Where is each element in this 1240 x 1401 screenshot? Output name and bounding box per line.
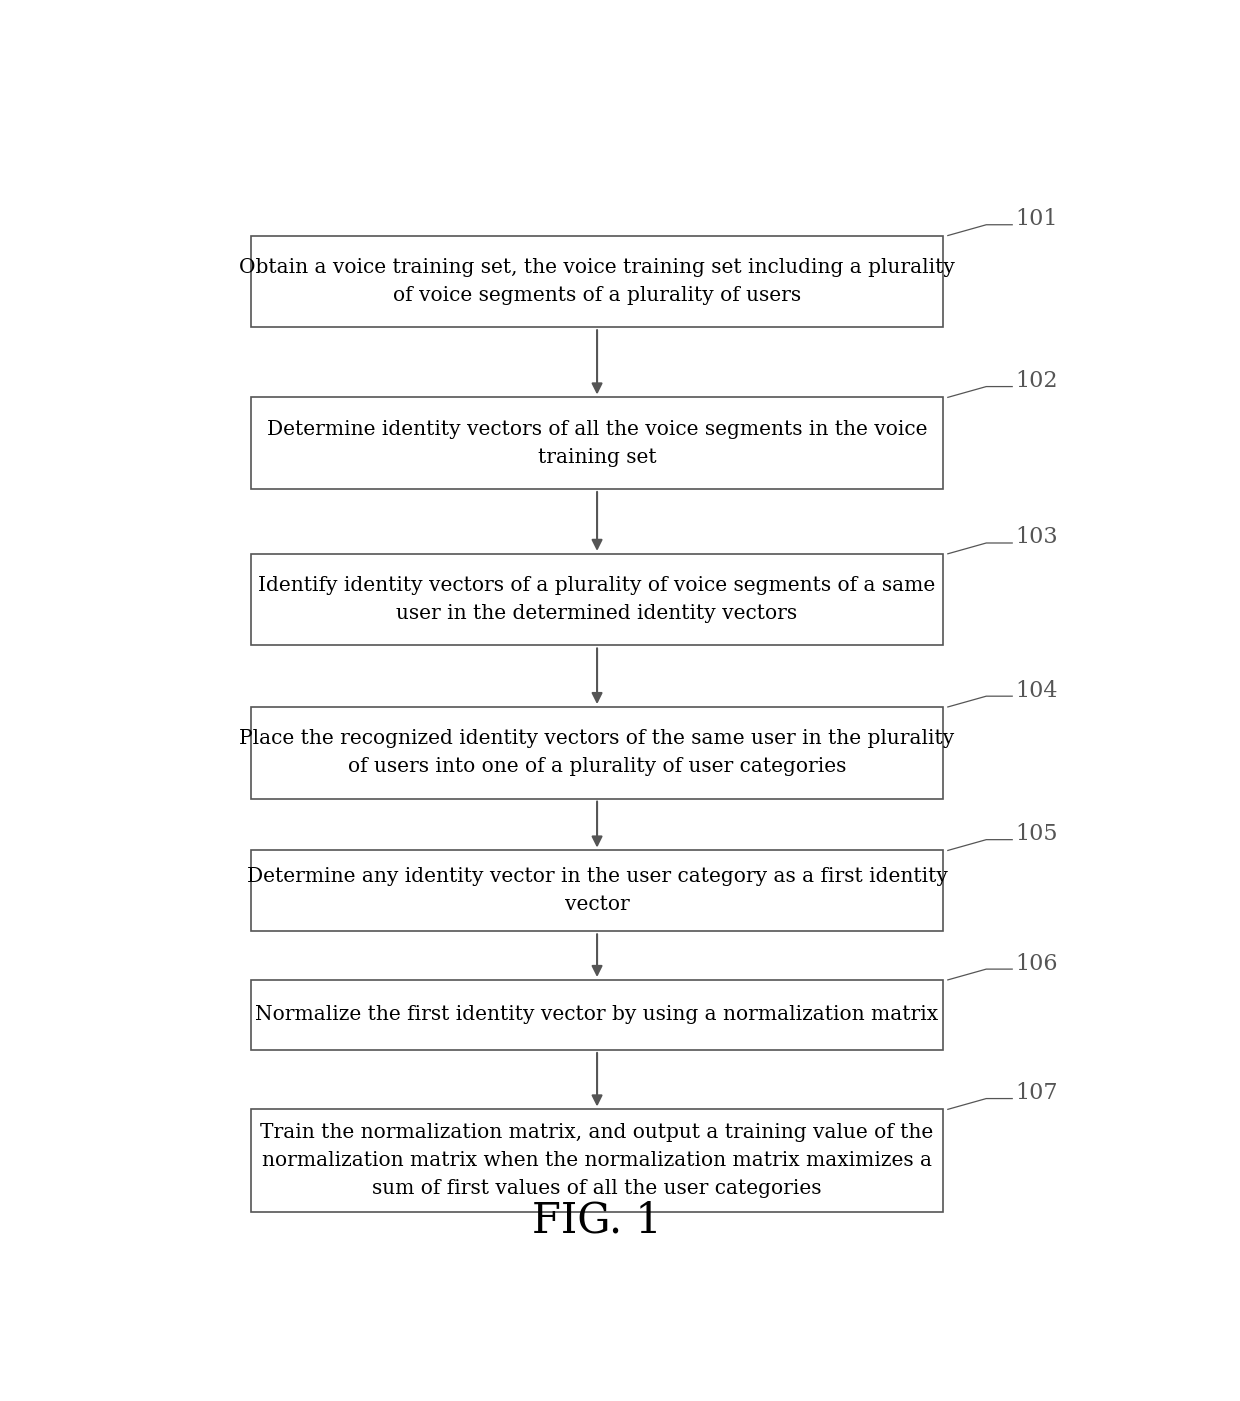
Text: Determine identity vectors of all the voice segments in the voice
training set: Determine identity vectors of all the vo… — [267, 420, 928, 467]
FancyBboxPatch shape — [250, 850, 944, 932]
Text: Determine any identity vector in the user category as a first identity
vector: Determine any identity vector in the use… — [247, 867, 947, 915]
Text: 106: 106 — [1016, 953, 1058, 975]
Text: Identify identity vectors of a plurality of voice segments of a same
user in the: Identify identity vectors of a plurality… — [258, 576, 936, 623]
Text: 102: 102 — [1016, 370, 1058, 392]
Text: Place the recognized identity vectors of the same user in the plurality
of users: Place the recognized identity vectors of… — [239, 730, 955, 776]
Text: 107: 107 — [1016, 1082, 1058, 1104]
FancyBboxPatch shape — [250, 235, 944, 328]
FancyBboxPatch shape — [250, 708, 944, 799]
Text: 105: 105 — [1016, 822, 1058, 845]
Text: Train the normalization matrix, and output a training value of the
normalization: Train the normalization matrix, and outp… — [260, 1124, 934, 1198]
FancyBboxPatch shape — [250, 398, 944, 489]
Text: 103: 103 — [1016, 527, 1058, 548]
Text: Obtain a voice training set, the voice training set including a plurality
of voi: Obtain a voice training set, the voice t… — [239, 258, 955, 305]
Text: FIG. 1: FIG. 1 — [532, 1201, 662, 1243]
FancyBboxPatch shape — [250, 1110, 944, 1212]
Text: 101: 101 — [1016, 209, 1058, 230]
FancyBboxPatch shape — [250, 553, 944, 646]
Text: 104: 104 — [1016, 679, 1058, 702]
Text: Normalize the first identity vector by using a normalization matrix: Normalize the first identity vector by u… — [255, 1006, 939, 1024]
FancyBboxPatch shape — [250, 979, 944, 1049]
